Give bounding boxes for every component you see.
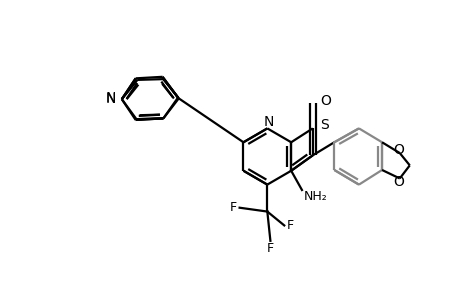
Text: F: F <box>266 242 274 255</box>
Text: F: F <box>286 219 293 232</box>
Text: S: S <box>319 118 328 131</box>
Text: O: O <box>392 143 403 157</box>
Text: O: O <box>392 175 403 188</box>
Text: O: O <box>320 94 330 108</box>
Text: NH₂: NH₂ <box>303 190 326 203</box>
Text: N: N <box>105 92 115 106</box>
Text: F: F <box>230 201 236 214</box>
Text: N: N <box>105 91 115 105</box>
Text: N: N <box>263 115 274 129</box>
